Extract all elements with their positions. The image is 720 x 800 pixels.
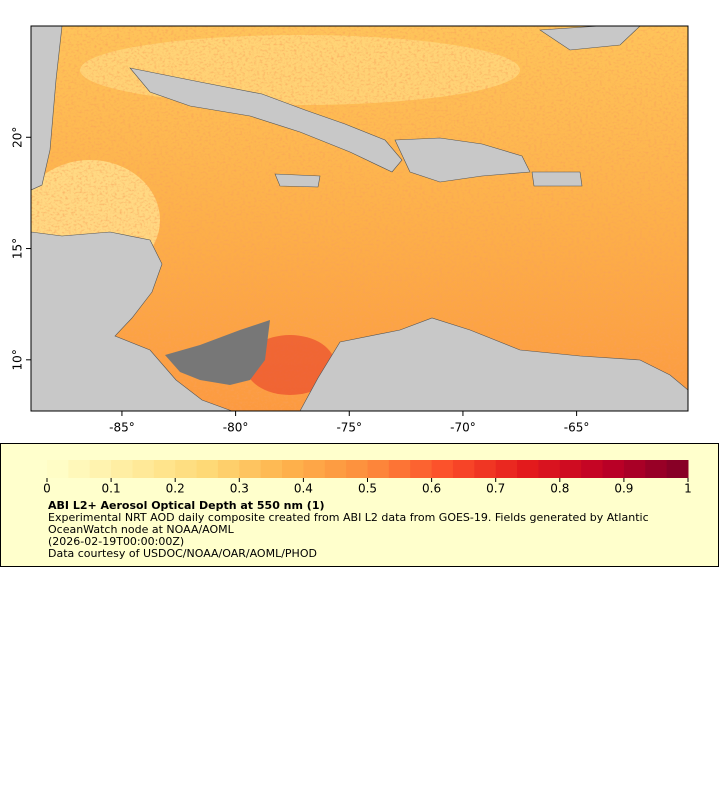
colorbar-step <box>346 460 368 478</box>
colorbar-step <box>282 460 304 478</box>
colorbar-step <box>68 460 91 478</box>
colorbar-tick-label: 0.8 <box>550 482 569 496</box>
legend-time: (2026-02-19T00:00:00Z) <box>48 535 185 548</box>
colorbar-step <box>89 460 112 478</box>
colorbar-step <box>367 460 390 478</box>
colorbar-step <box>47 460 69 478</box>
colorbar-tick-label: 1 <box>684 482 692 496</box>
colorbar-tick-label: 0.1 <box>102 482 121 496</box>
x-tick-label: -75° <box>336 421 362 435</box>
colorbar-step <box>452 460 475 478</box>
colorbar-tick-label: 0.5 <box>358 482 377 496</box>
colorbar-step <box>495 460 518 478</box>
colorbar-step <box>559 460 582 478</box>
colorbar-step <box>388 460 411 478</box>
colorbar-step <box>324 460 347 478</box>
colorbar-step <box>538 460 561 478</box>
land <box>31 26 688 411</box>
colorbar-tick-label: 0 <box>43 482 51 496</box>
colorbar-step <box>196 460 219 478</box>
colorbar-step <box>175 460 198 478</box>
colorbar-step <box>623 460 646 478</box>
aod-field <box>245 335 335 395</box>
map-frame <box>30 25 689 412</box>
legend-text: ABI L2+ Aerosol Optical Depth at 550 nm … <box>48 500 698 560</box>
x-tick-label: -80° <box>223 421 249 435</box>
y-tick-label: 15° <box>11 238 25 259</box>
colorbar-step <box>666 460 689 478</box>
legend-title: ABI L2+ Aerosol Optical Depth at 550 nm … <box>48 499 325 512</box>
colorbar-tick-label: 0.7 <box>486 482 505 496</box>
colorbar-step <box>239 460 262 478</box>
missing-data <box>165 320 270 385</box>
colorbar-step <box>410 460 433 478</box>
colorbar-step <box>260 460 283 478</box>
colorbar-tick-label: 0.3 <box>230 482 249 496</box>
colorbar-step <box>431 460 454 478</box>
map <box>31 26 688 411</box>
x-tick-label: -65° <box>564 421 590 435</box>
colorbar-tick-label: 0.2 <box>166 482 185 496</box>
colorbar-tick-label: 0.9 <box>614 482 633 496</box>
colorbar-step <box>645 460 668 478</box>
y-tick-label: 20° <box>11 127 25 148</box>
colorbar-step <box>217 460 240 478</box>
x-tick-label: -70° <box>450 421 476 435</box>
colorbar-step <box>602 460 625 478</box>
colorbar-step <box>517 460 539 478</box>
colorbar-step <box>474 460 497 478</box>
legend-description: Experimental NRT AOD daily composite cre… <box>48 511 649 536</box>
legend-credit: Data courtesy of USDOC/NOAA/OAR/AOML/PHO… <box>48 547 317 560</box>
colorbar-tick-label: 0.6 <box>422 482 441 496</box>
colorbar-step <box>111 460 133 478</box>
colorbar-step <box>303 460 326 478</box>
x-tick-label: -85° <box>109 421 135 435</box>
colorbar-step <box>153 460 176 478</box>
colorbar-tick-label: 0.4 <box>294 482 313 496</box>
y-tick-label: 10° <box>11 349 25 370</box>
colorbar-step <box>581 460 604 478</box>
colorbar-step <box>132 460 155 478</box>
